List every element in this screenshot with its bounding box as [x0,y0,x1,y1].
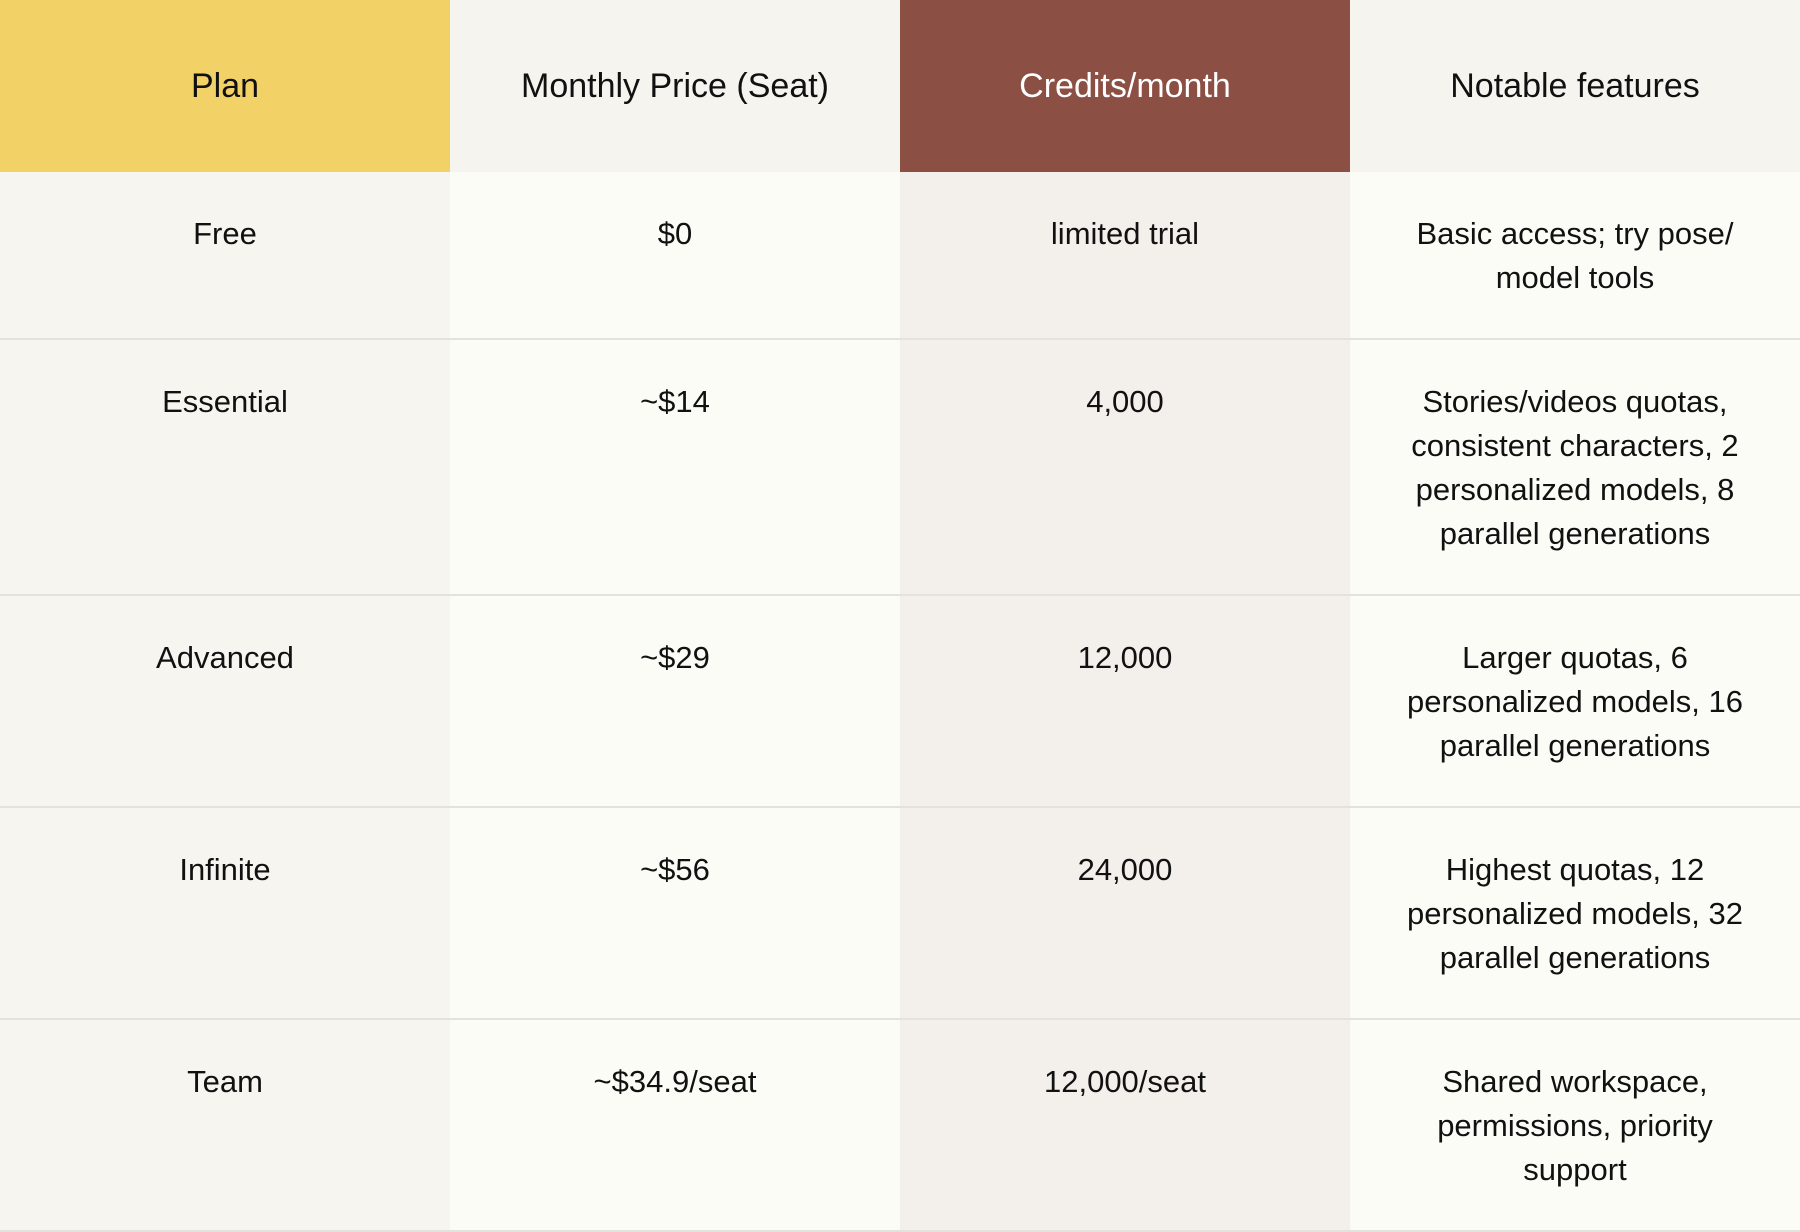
table-row: Essential ~$14 4,000 Stories/videos quot… [0,340,1800,596]
plan-cell: Advanced [0,596,450,806]
credits-cell: 4,000 [900,340,1350,594]
plan-cell: Free [0,172,450,338]
table-header-row: Plan Monthly Price (Seat) Credits/month … [0,0,1800,172]
features-cell: Highest quotas, 12 personalized models, … [1350,808,1800,1018]
features-cell: Shared workspace, permissions, priority … [1350,1020,1800,1230]
price-cell: ~$14 [450,340,900,594]
table-row: Advanced ~$29 12,000 Larger quotas, 6 pe… [0,596,1800,808]
price-cell: ~$29 [450,596,900,806]
features-cell: Basic access; try pose/ model tools [1350,172,1800,338]
header-features: Notable features [1350,0,1800,172]
price-cell: ~$56 [450,808,900,1018]
credits-cell: limited trial [900,172,1350,338]
header-plan: Plan [0,0,450,172]
plan-cell: Infinite [0,808,450,1018]
table-row: Free $0 limited trial Basic access; try … [0,172,1800,340]
price-cell: ~$34.9/seat [450,1020,900,1230]
table-row: Team ~$34.9/seat 12,000/seat Shared work… [0,1020,1800,1232]
header-credits: Credits/month [900,0,1350,172]
price-cell: $0 [450,172,900,338]
credits-cell: 24,000 [900,808,1350,1018]
header-monthly-price: Monthly Price (Seat) [450,0,900,172]
credits-cell: 12,000/seat [900,1020,1350,1230]
table-row: Infinite ~$56 24,000 Highest quotas, 12 … [0,808,1800,1020]
features-cell: Larger quotas, 6 personalized models, 16… [1350,596,1800,806]
plan-cell: Team [0,1020,450,1230]
plan-cell: Essential [0,340,450,594]
features-cell: Stories/videos quotas, consistent charac… [1350,340,1800,594]
credits-cell: 12,000 [900,596,1350,806]
